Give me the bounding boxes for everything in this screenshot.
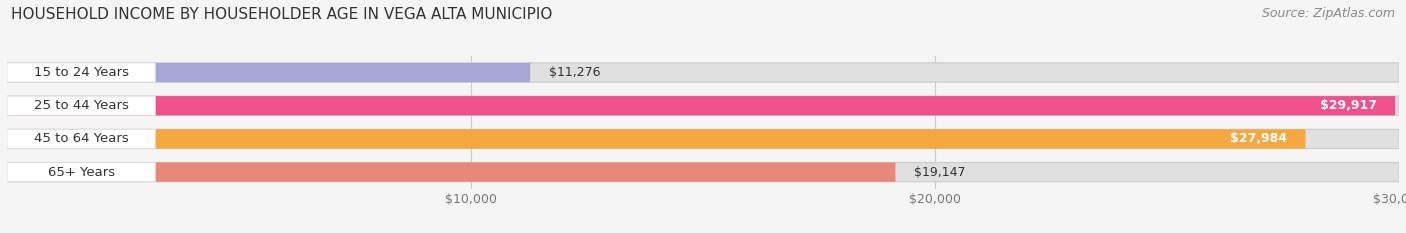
Text: 25 to 44 Years: 25 to 44 Years — [34, 99, 129, 112]
Text: Source: ZipAtlas.com: Source: ZipAtlas.com — [1261, 7, 1395, 20]
FancyBboxPatch shape — [7, 63, 1399, 82]
FancyBboxPatch shape — [7, 162, 156, 182]
Text: 65+ Years: 65+ Years — [48, 166, 115, 179]
FancyBboxPatch shape — [7, 129, 156, 149]
FancyBboxPatch shape — [7, 129, 1305, 149]
FancyBboxPatch shape — [7, 96, 1399, 115]
Text: HOUSEHOLD INCOME BY HOUSEHOLDER AGE IN VEGA ALTA MUNICIPIO: HOUSEHOLD INCOME BY HOUSEHOLDER AGE IN V… — [11, 7, 553, 22]
FancyBboxPatch shape — [7, 63, 156, 82]
Text: 45 to 64 Years: 45 to 64 Years — [34, 132, 128, 145]
Text: $29,917: $29,917 — [1320, 99, 1376, 112]
Text: $11,276: $11,276 — [548, 66, 600, 79]
FancyBboxPatch shape — [7, 96, 1395, 115]
FancyBboxPatch shape — [7, 96, 156, 115]
FancyBboxPatch shape — [7, 129, 1399, 149]
Text: $19,147: $19,147 — [914, 166, 966, 179]
FancyBboxPatch shape — [7, 63, 530, 82]
FancyBboxPatch shape — [7, 162, 896, 182]
FancyBboxPatch shape — [7, 162, 1399, 182]
Text: 15 to 24 Years: 15 to 24 Years — [34, 66, 129, 79]
Text: $27,984: $27,984 — [1230, 132, 1286, 145]
